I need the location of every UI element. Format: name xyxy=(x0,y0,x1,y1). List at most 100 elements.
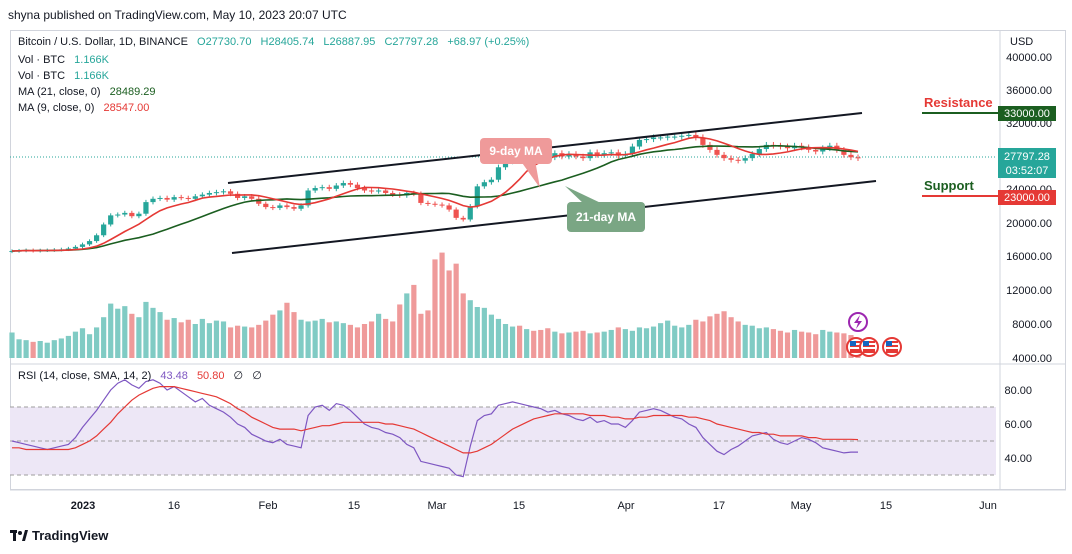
indicator-label: Vol · BTC xyxy=(18,70,66,82)
volume-bar xyxy=(312,320,318,358)
support-price-tag xyxy=(998,190,1056,205)
ohlc-low: L26887.95 xyxy=(323,36,376,48)
volume-bar xyxy=(192,324,198,358)
volume-bar xyxy=(827,331,833,358)
volume-bar xyxy=(636,327,643,358)
volume-bar xyxy=(524,329,530,358)
volume-bar xyxy=(249,327,255,358)
indicator-legend-ma9[interactable]: MA (9, close, 0) 28547.00 xyxy=(18,102,149,114)
volume-bar xyxy=(129,313,135,358)
rsi-legend[interactable]: RSI (14, close, SMA, 14, 2) 43.48 50.80 … xyxy=(18,369,262,382)
indicator-legend-ma21[interactable]: MA (21, close, 0) 28489.29 xyxy=(18,86,156,98)
candle xyxy=(319,184,325,191)
candle xyxy=(185,195,191,202)
volume-bar xyxy=(136,317,142,358)
volume-bar xyxy=(354,327,361,358)
candle xyxy=(157,195,163,202)
indicator-value: 28489.29 xyxy=(109,86,156,98)
volume-bar xyxy=(418,313,424,358)
volume-bar xyxy=(30,341,36,358)
time-tick-label: 17 xyxy=(713,500,725,512)
volume-bar xyxy=(665,320,671,358)
volume-bar xyxy=(545,328,551,358)
tradingview-logo-text: TradingView xyxy=(32,528,109,543)
volume-bar xyxy=(235,325,241,358)
volume-bar xyxy=(460,293,466,358)
volume-bar xyxy=(742,324,748,358)
volume-bar xyxy=(820,329,826,358)
volume-bar xyxy=(44,342,50,358)
candle xyxy=(164,195,170,202)
volume-bar xyxy=(495,318,502,358)
rsi-tick-label: 40.00 xyxy=(1004,453,1032,465)
ohlc-change: +68.97 (+0.25%) xyxy=(447,36,530,48)
candle xyxy=(552,150,558,161)
volume-bar xyxy=(397,304,403,358)
candle xyxy=(756,146,762,157)
candle xyxy=(474,183,480,209)
volume-bar xyxy=(594,332,600,358)
volume-bar xyxy=(101,317,107,358)
volume-bar xyxy=(467,300,473,358)
indicator-value: 28547.00 xyxy=(103,102,150,114)
volume-bar xyxy=(538,329,544,358)
candle xyxy=(270,204,276,211)
ohlc-open: O27730.70 xyxy=(197,36,252,48)
volume-bar xyxy=(305,321,311,358)
volume-bar xyxy=(587,333,593,358)
candle xyxy=(277,203,283,211)
volume-bar xyxy=(841,333,847,358)
volume-bar xyxy=(185,319,191,358)
volume-bar xyxy=(686,324,692,358)
tradingview-logo[interactable]: TradingView xyxy=(10,528,108,543)
volume-bar xyxy=(51,340,57,358)
candle xyxy=(150,196,156,205)
candle xyxy=(629,143,635,157)
candle xyxy=(122,210,128,217)
time-tick-label: 16 xyxy=(168,500,180,512)
volume-bar xyxy=(86,334,93,358)
volume-bar xyxy=(749,325,755,358)
price-tick-label: 20000.00 xyxy=(1006,218,1052,230)
candle xyxy=(263,201,269,210)
ma9-line xyxy=(11,136,859,252)
volume-bar xyxy=(615,327,621,358)
candle xyxy=(143,199,149,216)
rsi-ma-value: 50.80 xyxy=(196,370,225,382)
volume-bar xyxy=(643,328,650,358)
candle xyxy=(594,149,600,158)
candle xyxy=(848,152,854,161)
candle xyxy=(425,200,431,206)
volume-bar xyxy=(439,252,445,358)
volume-bar xyxy=(672,325,678,358)
indicator-legend-vol-1[interactable]: Vol · BTC 1.166K xyxy=(18,54,109,66)
countdown-text: 03:52:07 xyxy=(1006,165,1049,177)
resistance-price-text: 33000.00 xyxy=(1004,108,1050,120)
volume-bar xyxy=(94,327,100,358)
ma9-callout-text: 9-day MA xyxy=(489,144,543,158)
candle xyxy=(213,189,220,196)
price-tick-label: 12000.00 xyxy=(1006,285,1052,297)
candle xyxy=(284,203,290,210)
volume-bar xyxy=(735,321,741,358)
time-tick-label: 15 xyxy=(513,500,525,512)
candle xyxy=(256,196,262,206)
us-flag-icon-2[interactable] xyxy=(859,337,879,357)
candles xyxy=(9,131,861,254)
candle xyxy=(432,201,438,207)
candle xyxy=(347,180,353,188)
volume-bar xyxy=(65,335,71,358)
symbol-legend[interactable]: Bitcoin / U.S. Dollar, 1D, BINANCE O2773… xyxy=(18,36,529,48)
price-tick-label: 4000.00 xyxy=(1012,353,1052,365)
volume-bar xyxy=(383,318,389,358)
us-flag-icon-3[interactable] xyxy=(882,337,902,357)
time-tick-label: 15 xyxy=(348,500,360,512)
candle xyxy=(171,194,177,202)
indicator-legend-vol-2[interactable]: Vol · BTC 1.166K xyxy=(18,70,109,82)
volume-bar xyxy=(799,331,805,358)
candle xyxy=(312,185,318,193)
candle xyxy=(439,202,445,208)
volume-bar xyxy=(270,314,276,358)
volume-bar xyxy=(390,321,396,358)
